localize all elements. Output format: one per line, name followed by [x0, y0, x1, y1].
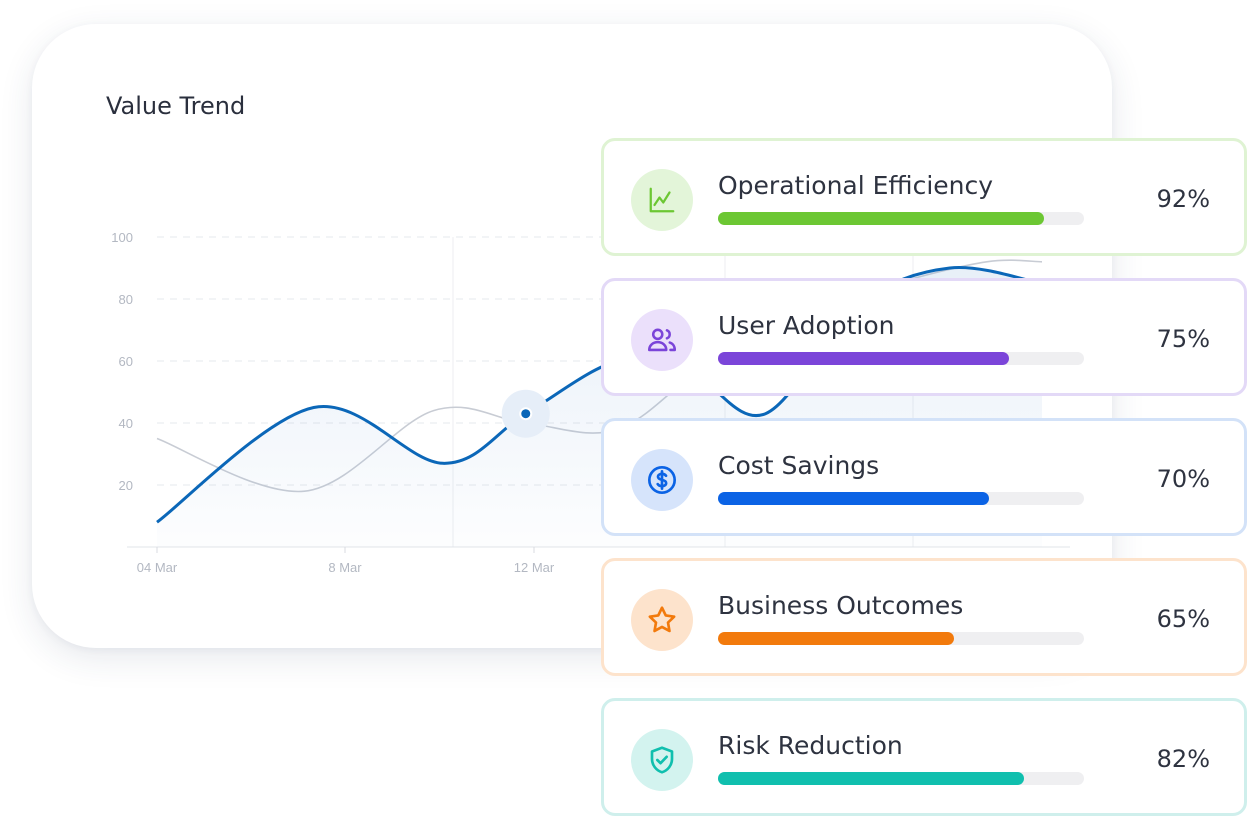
y-tick-label: 100 — [111, 230, 133, 245]
metric-card-user-adoption[interactable]: User Adoption 75% — [601, 278, 1247, 396]
metric-label: Cost Savings — [718, 451, 880, 480]
chart-line-icon — [631, 169, 693, 231]
metric-label: User Adoption — [718, 311, 895, 340]
highlight-point — [519, 407, 533, 421]
progress-fill — [718, 352, 1009, 365]
progress-track — [718, 352, 1084, 365]
users-icon — [631, 309, 693, 371]
progress-track — [718, 632, 1084, 645]
y-tick-label: 60 — [119, 354, 133, 369]
x-tick-label: 8 Mar — [328, 560, 362, 575]
star-icon — [631, 589, 693, 651]
progress-track — [718, 772, 1084, 785]
metric-label: Operational Efficiency — [718, 171, 994, 200]
y-tick-label: 40 — [119, 416, 133, 431]
dollar-icon — [631, 449, 693, 511]
progress-fill — [718, 772, 1024, 785]
metric-card-cost-savings[interactable]: Cost Savings 70% — [601, 418, 1247, 536]
y-tick-label: 20 — [119, 478, 133, 493]
x-tick-label: 12 Mar — [514, 560, 555, 575]
shield-check-icon — [631, 729, 693, 791]
metric-card-operational-efficiency[interactable]: Operational Efficiency 92% — [601, 138, 1247, 256]
metric-value: 82% — [1156, 745, 1210, 773]
metric-label: Risk Reduction — [718, 731, 903, 760]
progress-fill — [718, 492, 989, 505]
metric-card-risk-reduction[interactable]: Risk Reduction 82% — [601, 698, 1247, 816]
metric-value: 65% — [1156, 605, 1210, 633]
x-tick-label: 04 Mar — [137, 560, 178, 575]
metric-card-business-outcomes[interactable]: Business Outcomes 65% — [601, 558, 1247, 676]
metric-value: 75% — [1156, 325, 1210, 353]
progress-fill — [718, 632, 955, 645]
progress-fill — [718, 212, 1045, 225]
metric-label: Business Outcomes — [718, 591, 964, 620]
chart-title: Value Trend — [106, 92, 246, 120]
metric-value: 70% — [1156, 465, 1210, 493]
progress-track — [718, 212, 1084, 225]
metric-value: 92% — [1156, 185, 1210, 213]
progress-track — [718, 492, 1084, 505]
y-tick-label: 80 — [119, 292, 133, 307]
